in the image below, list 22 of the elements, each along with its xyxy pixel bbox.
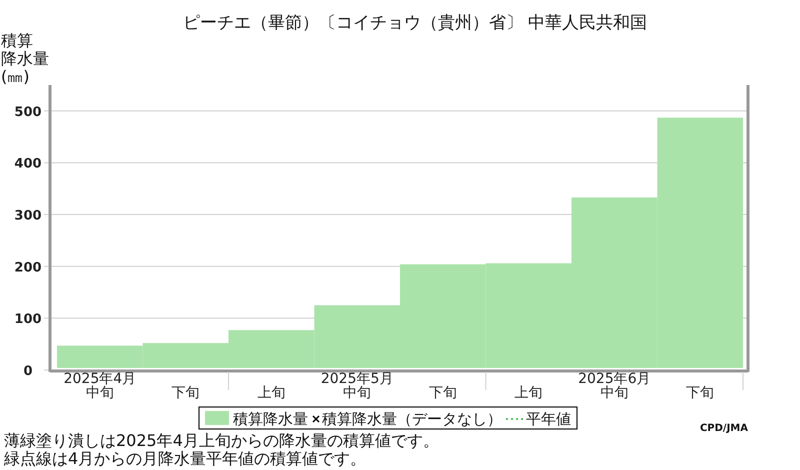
legend-label: 積算降水量 [233, 410, 308, 428]
y-tick-label: 500 [14, 104, 42, 120]
text: CPD/JMA [700, 423, 748, 434]
x-tick-label: 2025年5月中旬 [320, 371, 394, 401]
y-tick-label: 300 [14, 208, 42, 224]
x-tick-label: 下旬 [686, 385, 714, 401]
x-tick-label: 上旬 [257, 385, 286, 401]
x-tick-label: 下旬 [428, 385, 457, 401]
legend-label: 平年値 [526, 410, 571, 428]
x-tick-label: 2025年4月中旬 [64, 371, 136, 401]
text: 緑点線は4月からの月降水量平年値の積算値です。 [3, 449, 366, 468]
y-tick-label: 100 [14, 312, 42, 328]
y-tick-label: 400 [14, 156, 42, 172]
y-axis-title: 積算降水量(㎜) [1, 31, 49, 86]
text: 薄緑塗り潰しは2025年4月上旬からの降水量の積算値です。 [4, 431, 439, 450]
y-tick-label: 0 [23, 364, 33, 379]
x-tick-label: 2025年6月中旬 [578, 371, 651, 401]
x-tick-label: 下旬 [172, 385, 200, 401]
x-tick-label: 上旬 [514, 385, 543, 401]
chart-title: ピーチエ（畢節）〔コイチョウ（貴州）省〕 中華人民共和国 [182, 13, 648, 33]
y-tick-label: 200 [14, 260, 42, 276]
legend-label: 積算降水量（データなし） [322, 410, 502, 428]
